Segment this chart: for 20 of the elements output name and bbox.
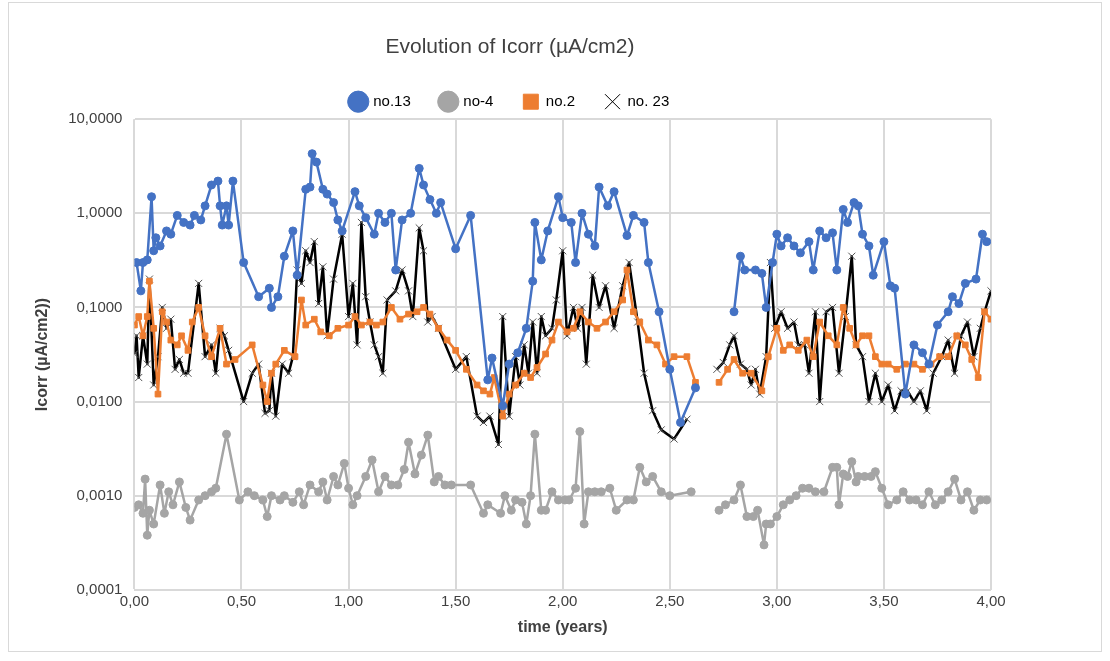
y-tick-label: 0,1000 bbox=[76, 297, 123, 315]
x-tick-label: 2,00 bbox=[548, 591, 578, 609]
legend-label: no-4 bbox=[463, 91, 494, 109]
x-tick-label: 0,50 bbox=[226, 591, 257, 609]
chart-title: Evolution of Icorr (µA/cm2) bbox=[385, 34, 635, 58]
y-tick-label: 1,0000 bbox=[76, 203, 123, 221]
x-tick-label: 4,00 bbox=[976, 591, 1006, 609]
x-tick-label: 2,50 bbox=[655, 591, 685, 609]
x-tick-label: 3,00 bbox=[762, 591, 792, 609]
legend-label: no.2 bbox=[545, 91, 576, 109]
x-tick-label: 1,00 bbox=[333, 591, 364, 609]
y-tick-label: 0,0100 bbox=[76, 391, 123, 409]
x-tick-label: 3,50 bbox=[869, 591, 899, 609]
x-tick-label: 1,50 bbox=[441, 591, 471, 609]
y-tick-label: 0,0010 bbox=[76, 485, 123, 503]
x-axis-title: time (years) bbox=[517, 617, 608, 635]
legend-label: no.13 bbox=[373, 91, 411, 109]
y-axis-title: Icorr (µA/cm2)) bbox=[33, 297, 51, 412]
legend-label: no. 23 bbox=[627, 91, 670, 109]
y-tick-label: 10,0000 bbox=[68, 109, 123, 127]
